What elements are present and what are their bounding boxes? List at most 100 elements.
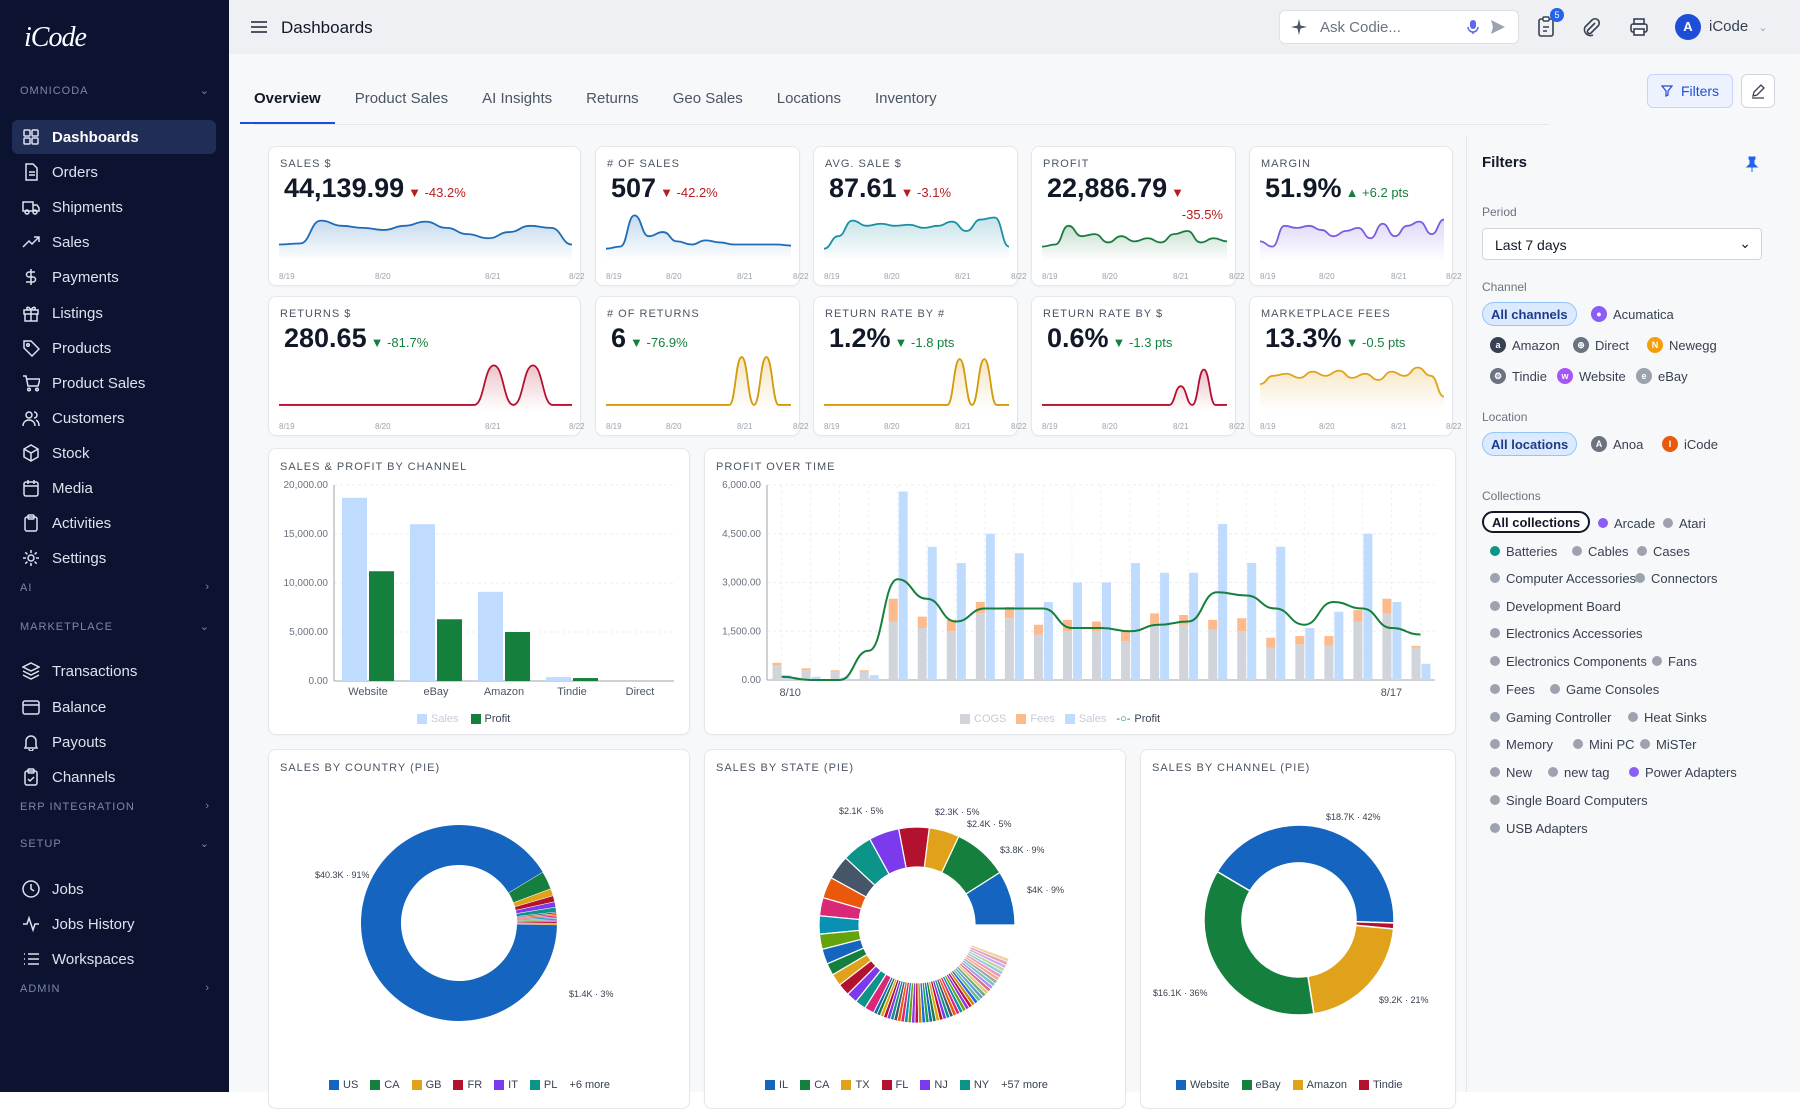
profit-line[interactable] — [781, 578, 1421, 681]
bar-sales[interactable] — [1189, 572, 1199, 680]
bar-fees[interactable] — [1062, 619, 1072, 632]
bar-cogs[interactable] — [1411, 647, 1421, 681]
collection-chip-gaming-controller[interactable]: Gaming Controller — [1482, 705, 1620, 729]
sidebar-item-jobs-history[interactable]: Jobs History — [12, 907, 216, 941]
bar-cogs[interactable] — [888, 621, 898, 681]
bar-fees[interactable] — [1004, 606, 1014, 619]
sidebar-item-payouts[interactable]: Payouts — [12, 725, 216, 759]
legend-item[interactable]: PL — [543, 1079, 558, 1091]
collection-chip-batteries[interactable]: Batteries — [1482, 539, 1565, 563]
bar-cogs[interactable] — [1150, 624, 1160, 680]
slice-state[interactable] — [844, 838, 890, 887]
bar-fees[interactable] — [975, 602, 985, 614]
bar-sales[interactable] — [1276, 546, 1286, 680]
location-chip-all-locations[interactable]: All locations — [1482, 432, 1578, 456]
bar-fees[interactable] — [859, 670, 869, 672]
bar-fees[interactable] — [1237, 618, 1247, 632]
bar-fees[interactable] — [772, 662, 782, 666]
bar-sales[interactable] — [985, 533, 995, 680]
bar-fees[interactable] — [1179, 615, 1189, 625]
bar-cogs[interactable] — [1033, 634, 1043, 681]
bar-cogs[interactable] — [1266, 647, 1276, 681]
clipboard-notifications-button[interactable]: 5 — [1532, 8, 1564, 41]
bar-profit[interactable] — [505, 632, 530, 681]
legend-profit[interactable]: Profit — [484, 713, 511, 725]
slice-state[interactable] — [940, 835, 1001, 895]
kpi-card-avg-sale[interactable]: AVG. SALE $ 87.61 ▼ -3.1% 8/19 8/20 8/21 8/22 — [813, 146, 1027, 286]
slice-state[interactable] — [968, 948, 1007, 970]
legend-item[interactable]: NJ — [934, 1079, 948, 1091]
bar-cogs[interactable] — [1353, 621, 1363, 681]
bar-cogs[interactable] — [975, 613, 985, 680]
legend-item[interactable]: IT — [508, 1079, 518, 1091]
slice-state[interactable] — [821, 938, 865, 965]
collection-chip-new-tag[interactable]: new tag — [1540, 760, 1618, 784]
sidebar-item-dashboards[interactable]: Dashboards — [12, 120, 216, 154]
collection-chip-fees[interactable]: Fees — [1482, 677, 1543, 701]
bar-cogs[interactable] — [859, 671, 869, 680]
bar-sales[interactable] — [898, 491, 908, 681]
legend-profit[interactable]: Profit — [1134, 713, 1161, 725]
sidebar-item-shipments[interactable]: Shipments — [12, 190, 216, 224]
tab-inventory[interactable]: Inventory — [874, 90, 937, 107]
location-chip-anoa[interactable]: A Anoa — [1583, 432, 1651, 456]
kpi-card-profit[interactable]: PROFIT 22,886.79 ▼ -35.5% 8/19 8/20 8/21 8/22 — [1031, 146, 1245, 286]
section-admin[interactable]: ADMIN › — [20, 982, 210, 995]
bar-fees[interactable] — [946, 619, 956, 632]
edit-button[interactable] — [1741, 74, 1775, 108]
section-omnicoda[interactable]: OMNICODA ⌄ — [20, 85, 210, 97]
bar-fees[interactable] — [1092, 621, 1101, 632]
collection-chip-mister[interactable]: MiSTer — [1632, 732, 1704, 756]
sidebar-item-balance[interactable]: Balance — [12, 690, 216, 724]
bar-sales[interactable] — [1043, 602, 1053, 680]
legend-item[interactable]: FL — [895, 1079, 909, 1091]
tab-ai-insights[interactable]: AI Insights — [482, 90, 553, 107]
legend-item[interactable]: Tindie — [1372, 1079, 1403, 1091]
bar-cogs[interactable] — [1121, 641, 1131, 680]
sidebar-item-stock[interactable]: Stock — [12, 436, 216, 470]
collection-chip-power-adapters[interactable]: Power Adapters — [1621, 760, 1745, 784]
kpi-card-return-rate-by[interactable]: RETURN RATE BY $ 0.6% ▼ -1.3 pts 8/19 8/20 8… — [1031, 296, 1245, 436]
legend-item[interactable]: CA — [384, 1079, 400, 1091]
slice-state[interactable] — [897, 826, 930, 869]
legend-more[interactable]: +57 more — [1001, 1079, 1048, 1091]
bar-fees[interactable] — [1033, 624, 1043, 635]
slice-state[interactable] — [964, 955, 1001, 982]
bar-sales[interactable] — [410, 524, 435, 681]
bar-cogs[interactable] — [1382, 613, 1392, 680]
collection-chip-fans[interactable]: Fans — [1644, 649, 1705, 673]
bar-cogs[interactable] — [917, 628, 927, 680]
bar-fees[interactable] — [1208, 619, 1218, 630]
collection-chip-arcade[interactable]: Arcade — [1590, 511, 1663, 535]
menu-icon[interactable] — [249, 17, 269, 37]
legend-item[interactable]: CA — [814, 1079, 830, 1091]
attachment-button[interactable] — [1577, 13, 1605, 41]
bar-fees[interactable] — [917, 616, 927, 628]
sidebar-item-products[interactable]: Products — [12, 331, 216, 365]
channel-chip-newegg[interactable]: N Newegg — [1639, 333, 1725, 357]
kpi-card-sales[interactable]: SALES $ 44,139.99 ▼ -43.2% 8/19 8/20 8/21 8/2… — [268, 146, 585, 286]
sidebar-item-sales[interactable]: Sales — [12, 225, 216, 259]
bar-sales[interactable] — [1421, 663, 1431, 680]
bar-sales[interactable] — [546, 677, 571, 681]
kpi-card-return-rate-by[interactable]: RETURN RATE BY # 1.2% ▼ -1.8 pts 8/19 8/20 8… — [813, 296, 1027, 436]
bar-sales[interactable] — [869, 675, 879, 680]
bar-sales[interactable] — [1305, 628, 1315, 680]
sidebar-item-jobs[interactable]: Jobs — [12, 872, 216, 906]
slice-other[interactable] — [516, 923, 558, 926]
bar-sales[interactable] — [342, 497, 367, 681]
bar-sales[interactable] — [1334, 611, 1344, 680]
collection-chip-development-board[interactable]: Development Board — [1482, 594, 1629, 618]
sidebar-item-listings[interactable]: Listings — [12, 296, 216, 330]
tab-locations[interactable]: Locations — [776, 90, 841, 107]
collection-chip-single-board-computers[interactable]: Single Board Computers — [1482, 788, 1656, 812]
sidebar-item-workspaces[interactable]: Workspaces — [12, 942, 216, 976]
section-erp-integration[interactable]: ERP INTEGRATION › — [20, 800, 210, 813]
channel-chip-direct[interactable]: ⊕ Direct — [1565, 333, 1637, 357]
sidebar-item-activities[interactable]: Activities — [12, 506, 216, 540]
kpi-card--of-returns[interactable]: # OF RETURNS 6 ▼ -76.9% 8/19 8/20 8/21 8/22 — [595, 296, 809, 436]
slice-state[interactable] — [826, 947, 868, 976]
bar-fees[interactable] — [888, 598, 898, 622]
kpi-card--of-sales[interactable]: # OF SALES 507 ▼ -42.2% 8/19 8/20 8/21 8/22 — [595, 146, 809, 286]
